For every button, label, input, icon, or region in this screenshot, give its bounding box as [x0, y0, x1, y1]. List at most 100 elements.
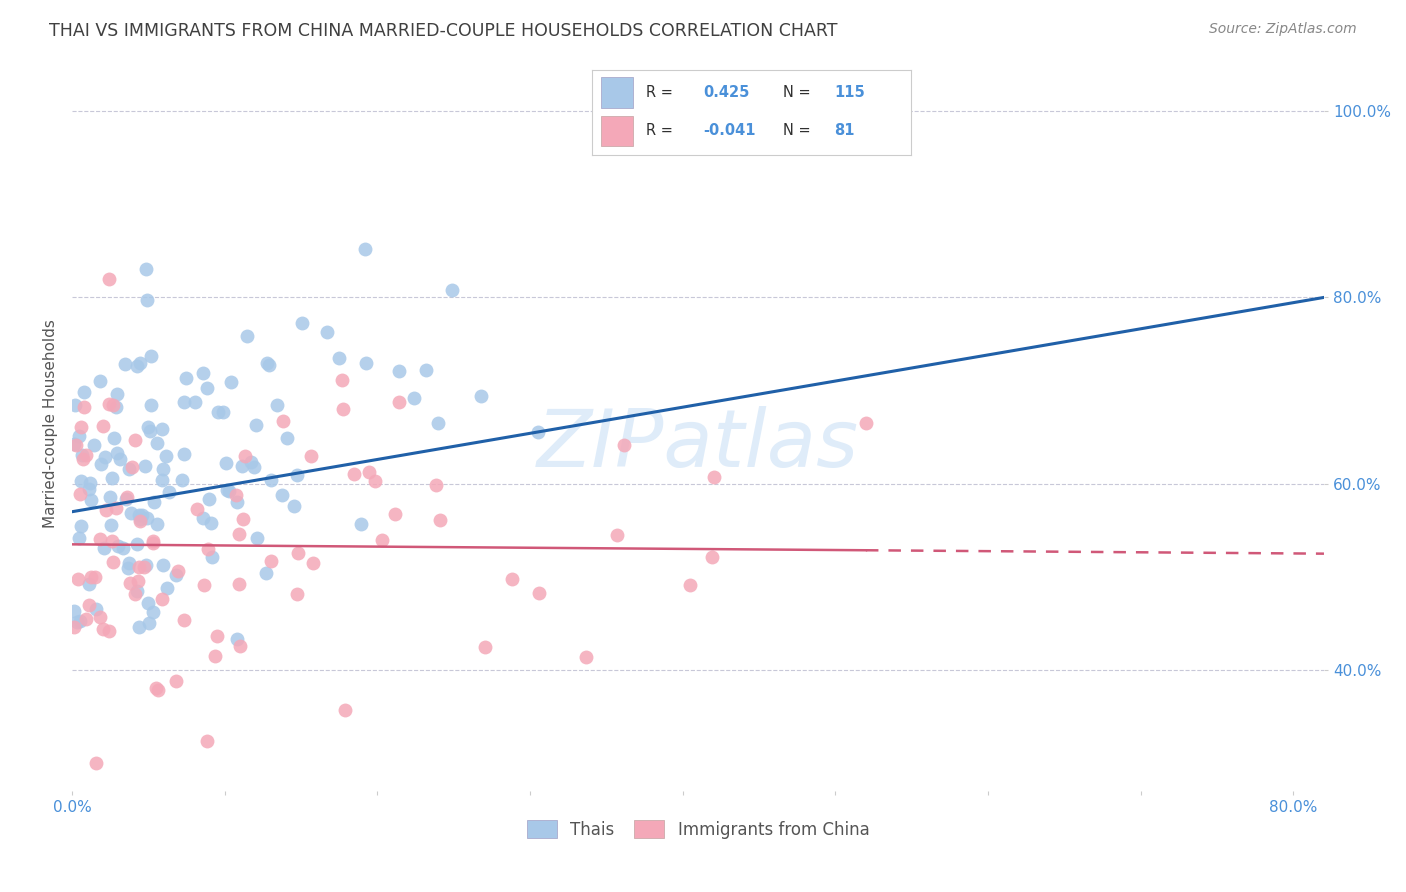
Point	[291, 316, 314, 330]
Point	[354, 356, 377, 370]
Point	[703, 470, 725, 484]
Point	[105, 387, 128, 401]
Point	[67, 531, 90, 545]
Point	[165, 674, 187, 689]
Point	[191, 367, 214, 381]
Point	[575, 649, 598, 664]
Point	[678, 577, 700, 591]
Point	[128, 508, 150, 522]
Point	[115, 492, 138, 507]
Point	[69, 487, 91, 501]
Point	[70, 474, 93, 488]
Point	[117, 556, 139, 570]
Point	[441, 283, 464, 297]
Point	[219, 376, 242, 390]
Point	[98, 490, 121, 504]
Point	[132, 560, 155, 574]
Point	[100, 471, 122, 485]
Point	[226, 494, 249, 508]
Point	[266, 398, 288, 412]
Point	[139, 349, 162, 363]
Point	[136, 596, 159, 610]
Point	[235, 329, 257, 343]
Point	[145, 681, 167, 696]
Point	[357, 465, 380, 479]
Point	[285, 587, 308, 601]
Point	[226, 632, 249, 646]
Point	[700, 549, 723, 564]
Point	[388, 364, 411, 378]
Point	[215, 456, 238, 470]
Point	[239, 455, 262, 469]
Point	[176, 371, 198, 385]
Point	[97, 272, 120, 286]
Point	[370, 533, 392, 547]
Point	[62, 604, 84, 618]
Point	[257, 358, 280, 372]
Point	[101, 555, 124, 569]
Point	[131, 508, 153, 523]
Point	[243, 459, 266, 474]
Point	[173, 395, 195, 409]
Point	[120, 506, 142, 520]
Point	[193, 578, 215, 592]
Point	[135, 261, 157, 276]
Point	[127, 537, 149, 551]
Point	[332, 402, 354, 417]
Point	[217, 483, 239, 497]
Point	[152, 473, 174, 487]
Point	[335, 703, 357, 717]
Point	[129, 514, 152, 528]
Text: Source: ZipAtlas.com: Source: ZipAtlas.com	[1209, 22, 1357, 37]
Point	[124, 587, 146, 601]
Point	[62, 436, 84, 450]
Point	[229, 639, 252, 653]
Point	[91, 418, 114, 433]
Point	[134, 459, 156, 474]
Point	[205, 629, 228, 643]
Point	[328, 351, 350, 365]
Point	[65, 438, 87, 452]
Point	[101, 398, 124, 412]
Legend: Thais, Immigrants from China: Thais, Immigrants from China	[520, 814, 876, 846]
Point	[136, 419, 159, 434]
Point	[112, 541, 135, 556]
Point	[90, 458, 112, 472]
Point	[104, 400, 127, 414]
Point	[101, 533, 124, 548]
Point	[69, 614, 91, 628]
Point	[142, 536, 165, 550]
Point	[89, 374, 111, 388]
Text: THAI VS IMMIGRANTS FROM CHINA MARRIED-COUPLE HOUSEHOLDS CORRELATION CHART: THAI VS IMMIGRANTS FROM CHINA MARRIED-CO…	[49, 22, 838, 40]
Point	[207, 405, 229, 419]
Point	[75, 448, 97, 462]
Point	[89, 610, 111, 624]
Point	[228, 577, 250, 591]
Point	[157, 484, 180, 499]
Point	[84, 756, 107, 771]
Point	[855, 416, 877, 430]
Point	[186, 502, 208, 516]
Point	[287, 546, 309, 560]
Point	[117, 561, 139, 575]
Point	[128, 560, 150, 574]
Point	[170, 473, 193, 487]
Point	[228, 527, 250, 541]
Point	[354, 242, 377, 256]
Point	[212, 405, 235, 419]
Point	[283, 499, 305, 513]
Point	[271, 488, 294, 502]
Point	[83, 438, 105, 452]
Point	[72, 452, 94, 467]
Point	[107, 539, 129, 553]
Point	[388, 394, 411, 409]
Point	[612, 438, 634, 452]
Point	[80, 570, 103, 584]
Point	[79, 475, 101, 490]
Point	[429, 513, 451, 527]
Point	[195, 734, 218, 748]
Point	[67, 429, 90, 443]
Point	[73, 400, 96, 414]
Point	[134, 558, 156, 572]
Point	[89, 532, 111, 546]
